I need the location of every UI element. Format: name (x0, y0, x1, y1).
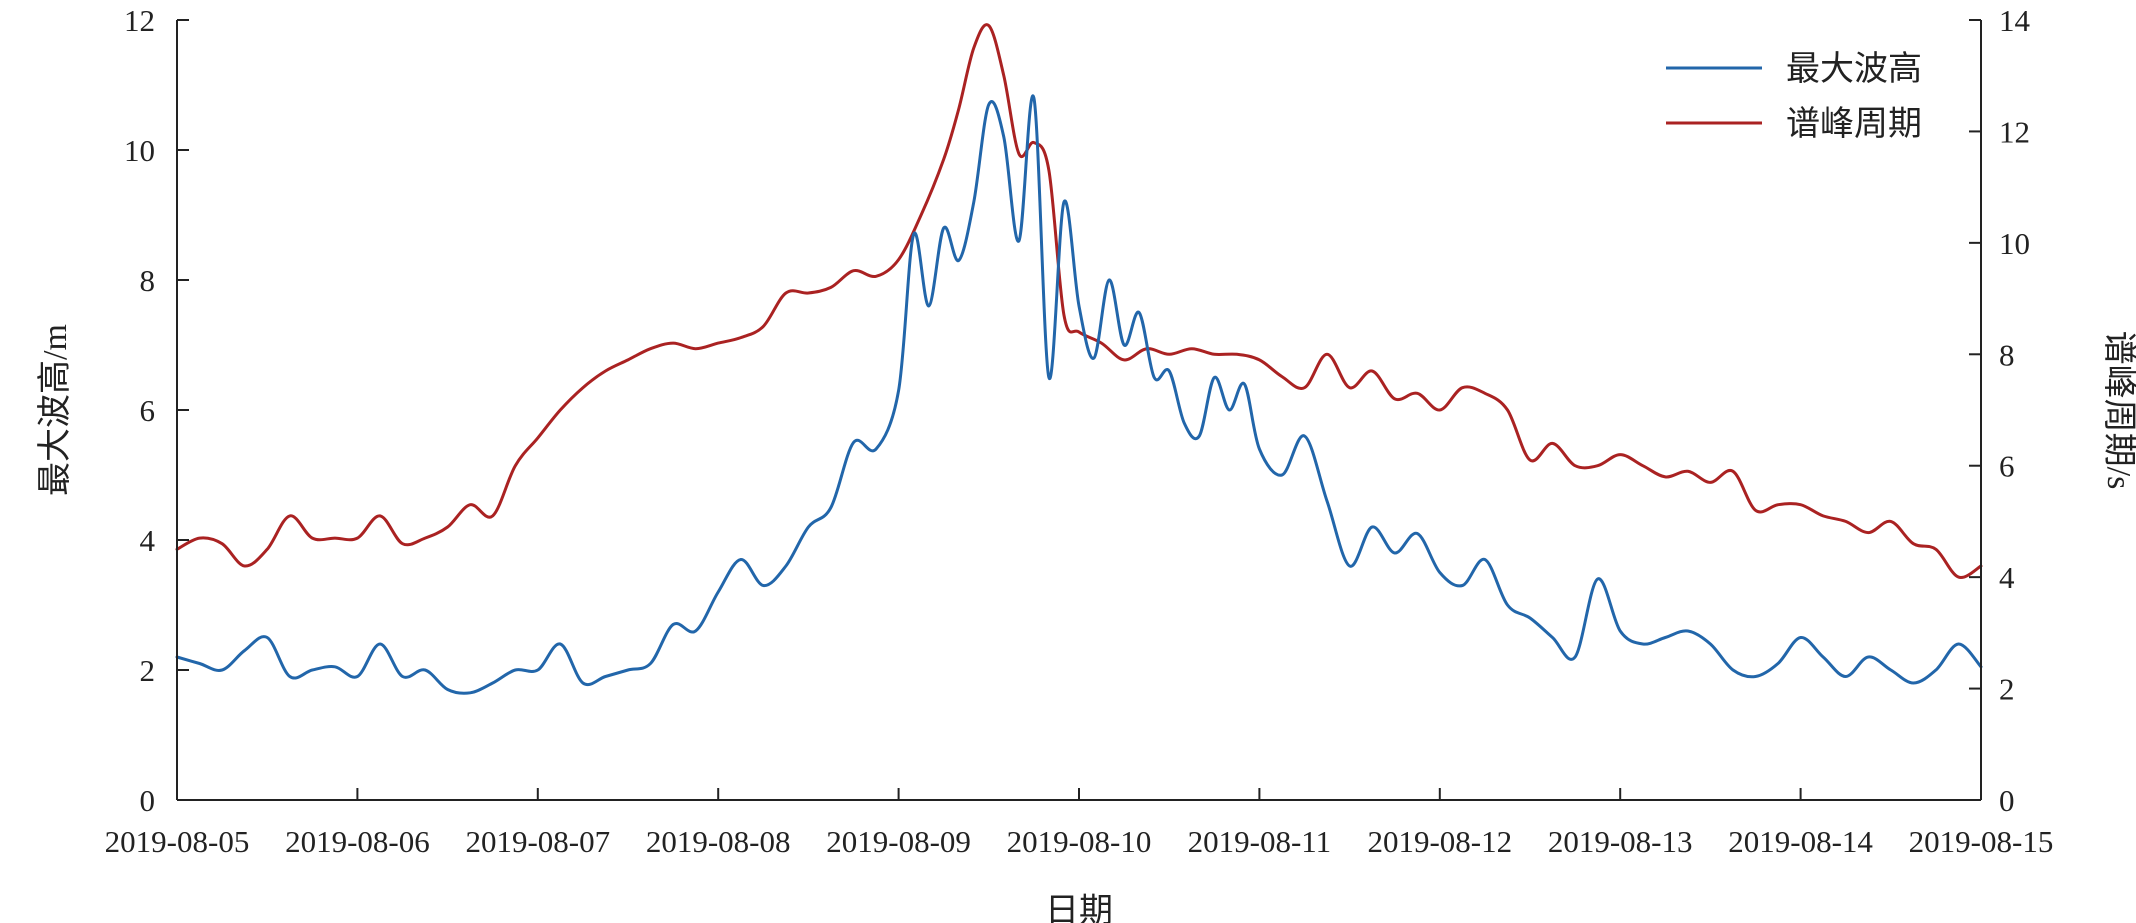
left-y-tick-label: 0 (140, 783, 156, 818)
series-layer (175, 23, 1983, 695)
x-tick-label: 2019-08-13 (1548, 824, 1693, 859)
legend-label-peak-period: 谱峰周期 (1786, 105, 1922, 143)
x-tick-label: 2019-08-12 (1367, 824, 1512, 859)
legend: 最大波高 谱峰周期 (1666, 50, 1922, 143)
right-y-tick-label: 6 (1999, 449, 2015, 484)
left-y-tick-label: 4 (140, 523, 156, 558)
x-tick-label: 2019-08-09 (826, 824, 971, 859)
left-y-axis-title: 最大波高/m (36, 324, 74, 496)
x-tick-label: 2019-08-11 (1188, 824, 1332, 859)
right-y-tick-label: 14 (1999, 3, 2031, 38)
left-y-tick-label: 6 (140, 393, 156, 428)
x-tick-label: 2019-08-10 (1007, 824, 1152, 859)
right-y-axis-title: 谱峰周期/s (2100, 331, 2136, 490)
left-y-ticks: 0 2 4 6 8 10 12 (124, 3, 189, 818)
legend-label-max-wave-height: 最大波高 (1786, 50, 1922, 88)
right-y-tick-label: 4 (1999, 560, 2015, 595)
right-y-tick-label: 10 (1999, 226, 2030, 261)
x-tick-label: 2019-08-14 (1728, 824, 1873, 859)
x-tick-label: 2019-08-07 (465, 824, 610, 859)
right-y-tick-label: 0 (1999, 783, 2015, 818)
left-y-tick-label: 12 (124, 3, 155, 38)
series-line-max-wave-height (175, 94, 1983, 695)
left-y-tick-label: 10 (124, 133, 155, 168)
x-ticks: 2019-08-05 2019-08-06 2019-08-07 2019-08-08… (105, 788, 2054, 859)
right-y-tick-label: 12 (1999, 114, 2030, 149)
x-axis-title: 日期 (1045, 893, 1113, 923)
series-line-peak-period (175, 23, 1983, 579)
right-y-tick-label: 8 (1999, 337, 2015, 372)
x-tick-label: 2019-08-06 (285, 824, 430, 859)
right-y-ticks: 0 2 4 6 8 10 12 14 (1969, 3, 2031, 818)
left-y-tick-label: 2 (140, 653, 156, 688)
x-tick-label: 2019-08-15 (1909, 824, 2054, 859)
right-y-tick-label: 2 (1999, 672, 2015, 707)
x-tick-label: 2019-08-08 (646, 824, 791, 859)
left-y-tick-label: 8 (140, 263, 156, 298)
x-tick-label: 2019-08-05 (105, 824, 250, 859)
